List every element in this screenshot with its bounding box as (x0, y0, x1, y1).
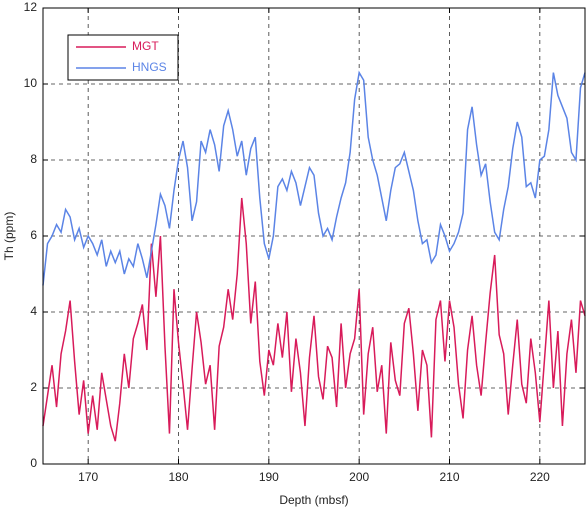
y-tick-label: 8 (30, 152, 37, 166)
x-tick-label: 180 (168, 470, 188, 484)
y-tick-label: 4 (30, 304, 37, 318)
series-line (42, 70, 586, 286)
y-axis-label: Th (ppm) (2, 212, 16, 261)
x-tick-label: 200 (349, 470, 369, 484)
x-axis-label: Depth (mbsf) (279, 493, 348, 507)
y-tick-label: 10 (24, 76, 38, 90)
legend-label: MGT (132, 39, 159, 53)
legend-label: HNGS (132, 60, 167, 74)
x-tick-label: 220 (530, 470, 550, 484)
x-tick-label: 170 (78, 470, 98, 484)
y-tick-label: 6 (30, 228, 37, 242)
series-line (42, 197, 586, 442)
legend-box (67, 34, 179, 81)
y-tick-label: 12 (24, 0, 38, 14)
x-tick-label: 210 (439, 470, 459, 484)
plot-frame (42, 7, 586, 465)
x-tick-label: 190 (259, 470, 279, 484)
y-tick-label: 0 (30, 456, 37, 470)
y-tick-label: 2 (30, 380, 37, 394)
